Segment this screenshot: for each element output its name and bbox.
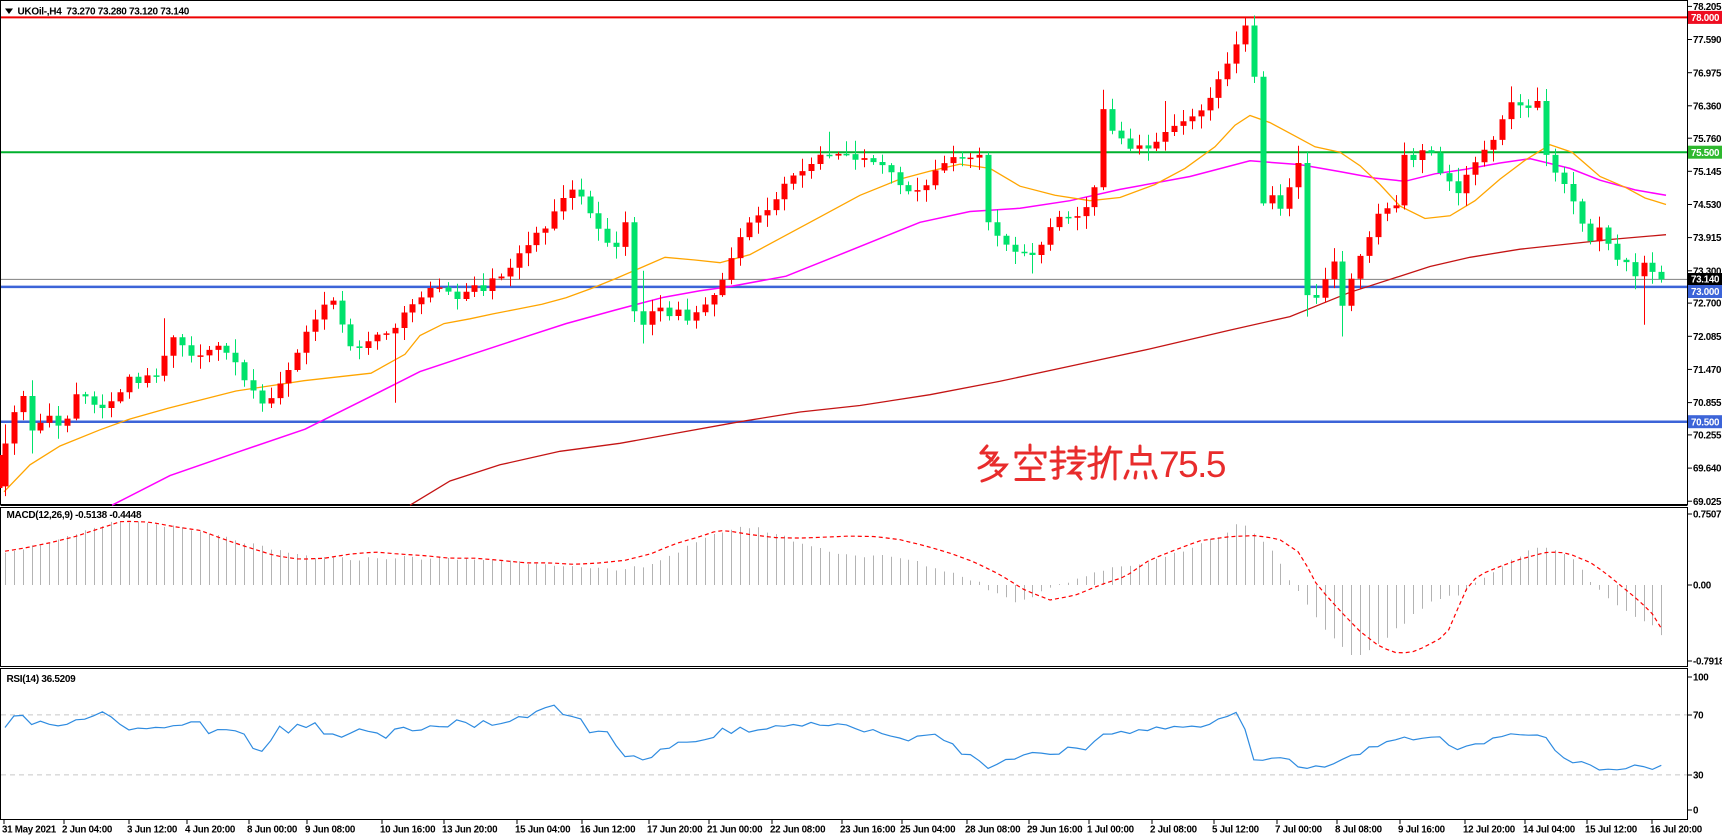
svg-text:76.975: 76.975 — [1693, 68, 1722, 79]
svg-text:12 Jul 20:00: 12 Jul 20:00 — [1463, 825, 1516, 836]
svg-text:0.00: 0.00 — [1693, 581, 1712, 592]
svg-text:RSI(14) 36.5209: RSI(14) 36.5209 — [7, 674, 77, 685]
svg-text:75.5: 75.5 — [1159, 444, 1226, 485]
svg-text:75.760: 75.760 — [1693, 134, 1722, 145]
svg-text:78.000: 78.000 — [1691, 13, 1720, 24]
svg-text:73.915: 73.915 — [1693, 233, 1722, 244]
svg-text:75.500: 75.500 — [1691, 148, 1720, 159]
svg-text:100: 100 — [1693, 673, 1709, 684]
svg-text:78.205: 78.205 — [1693, 2, 1722, 13]
svg-text:74.530: 74.530 — [1693, 200, 1722, 211]
svg-text:30: 30 — [1693, 771, 1704, 782]
svg-text:23 Jun 16:00: 23 Jun 16:00 — [840, 825, 896, 836]
svg-text:28 Jun 08:00: 28 Jun 08:00 — [965, 825, 1021, 836]
svg-text:2 Jul 08:00: 2 Jul 08:00 — [1150, 825, 1198, 836]
svg-text:0: 0 — [1693, 806, 1699, 817]
svg-text:10 Jun 16:00: 10 Jun 16:00 — [380, 825, 436, 836]
svg-text:73.000: 73.000 — [1691, 287, 1720, 298]
svg-text:69.025: 69.025 — [1693, 497, 1722, 508]
svg-text:22 Jun 08:00: 22 Jun 08:00 — [770, 825, 826, 836]
svg-text:9 Jun 08:00: 9 Jun 08:00 — [305, 825, 356, 836]
svg-text:15 Jul 12:00: 15 Jul 12:00 — [1585, 825, 1638, 836]
svg-text:15 Jun 04:00: 15 Jun 04:00 — [515, 825, 571, 836]
svg-text:76.360: 76.360 — [1693, 101, 1722, 112]
svg-text:70.855: 70.855 — [1693, 398, 1722, 409]
svg-text:16 Jun 12:00: 16 Jun 12:00 — [580, 825, 636, 836]
svg-text:4 Jun 20:00: 4 Jun 20:00 — [185, 825, 236, 836]
svg-text:77.590: 77.590 — [1693, 35, 1722, 46]
svg-text:70: 70 — [1693, 711, 1704, 722]
svg-text:73.140: 73.140 — [1691, 275, 1720, 286]
svg-text:21 Jun 00:00: 21 Jun 00:00 — [707, 825, 763, 836]
svg-text:8 Jun 00:00: 8 Jun 00:00 — [247, 825, 298, 836]
svg-text:16 Jul 20:00: 16 Jul 20:00 — [1650, 825, 1703, 836]
svg-text:71.470: 71.470 — [1693, 365, 1722, 376]
svg-text:5 Jul 12:00: 5 Jul 12:00 — [1212, 825, 1260, 836]
svg-text:25 Jun 04:00: 25 Jun 04:00 — [900, 825, 956, 836]
svg-text:3 Jun 12:00: 3 Jun 12:00 — [127, 825, 178, 836]
svg-text:72.700: 72.700 — [1693, 299, 1722, 310]
svg-text:14 Jul 04:00: 14 Jul 04:00 — [1523, 825, 1576, 836]
svg-text:8 Jul 08:00: 8 Jul 08:00 — [1335, 825, 1383, 836]
svg-text:70.255: 70.255 — [1693, 431, 1722, 442]
svg-text:1 Jul 00:00: 1 Jul 00:00 — [1087, 825, 1135, 836]
svg-text:17 Jun 20:00: 17 Jun 20:00 — [647, 825, 703, 836]
svg-text:69.640: 69.640 — [1693, 464, 1722, 475]
svg-text:70.500: 70.500 — [1691, 417, 1720, 428]
svg-text:-0.7918: -0.7918 — [1693, 657, 1722, 668]
svg-text:75.145: 75.145 — [1693, 167, 1722, 178]
svg-text:13 Jun 20:00: 13 Jun 20:00 — [442, 825, 498, 836]
svg-text:73.300: 73.300 — [1693, 266, 1722, 277]
svg-text:7 Jul 00:00: 7 Jul 00:00 — [1275, 825, 1323, 836]
svg-text:2 Jun 04:00: 2 Jun 04:00 — [62, 825, 113, 836]
svg-text:0.7507: 0.7507 — [1693, 510, 1722, 521]
svg-text:29 Jun 16:00: 29 Jun 16:00 — [1027, 825, 1083, 836]
svg-text:UKOil-,H4 73.270 73.280 73.12: UKOil-,H4 73.270 73.280 73.120 73.140 — [18, 7, 190, 18]
svg-text:9 Jul 16:00: 9 Jul 16:00 — [1398, 825, 1446, 836]
svg-text:MACD(12,26,9) -0.5138 -0.4448: MACD(12,26,9) -0.5138 -0.4448 — [7, 510, 142, 521]
svg-text:31 May 2021: 31 May 2021 — [2, 825, 57, 836]
svg-text:72.085: 72.085 — [1693, 332, 1722, 343]
